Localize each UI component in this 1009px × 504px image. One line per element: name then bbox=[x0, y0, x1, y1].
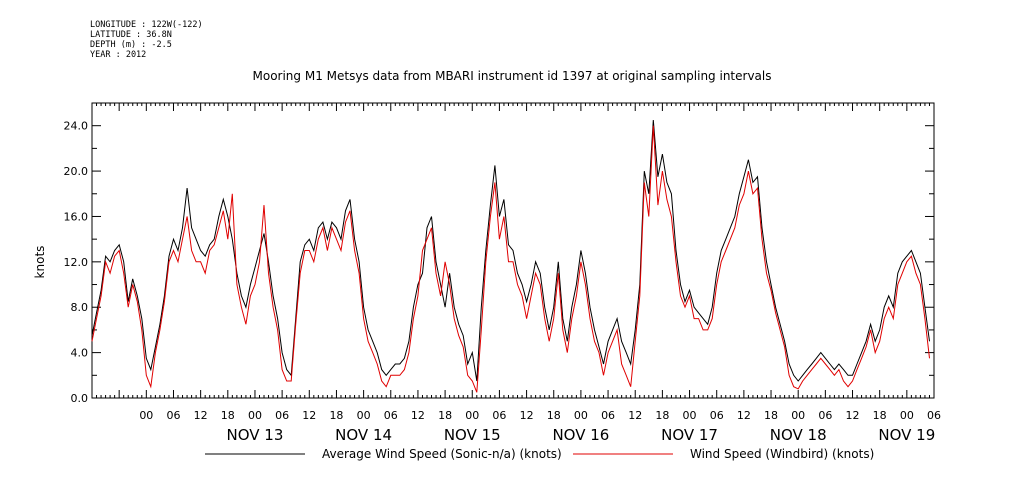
day-label: NOV 15 bbox=[444, 426, 501, 444]
y-tick-label: 0.0 bbox=[71, 392, 89, 405]
day-label: NOV 19 bbox=[878, 426, 935, 444]
x-tick-label: 12 bbox=[737, 409, 751, 422]
x-tick-label: 06 bbox=[601, 409, 615, 422]
x-tick-label: 06 bbox=[492, 409, 506, 422]
x-tick-label: 18 bbox=[547, 409, 561, 422]
y-tick-label: 24.0 bbox=[64, 120, 89, 133]
x-tick-label: 06 bbox=[927, 409, 941, 422]
legend-label-average-wind-speed: Average Wind Speed (Sonic-n/a) (knots) bbox=[322, 447, 562, 461]
x-tick-label: 18 bbox=[438, 409, 452, 422]
x-tick-label: 06 bbox=[166, 409, 180, 422]
x-tick-label: 00 bbox=[465, 409, 479, 422]
x-tick-label: 00 bbox=[139, 409, 153, 422]
day-label: NOV 18 bbox=[770, 426, 827, 444]
x-tick-label: 18 bbox=[764, 409, 778, 422]
depth-text: DEPTH (m) : -2.5 bbox=[90, 40, 172, 50]
series-layer bbox=[91, 119, 930, 393]
x-tick-label: 12 bbox=[846, 409, 860, 422]
year-text: YEAR : 2012 bbox=[90, 50, 147, 60]
x-tick-label: 06 bbox=[275, 409, 289, 422]
x-tick-label: 12 bbox=[520, 409, 534, 422]
y-tick-label: 4.0 bbox=[71, 347, 89, 360]
x-tick-label: 00 bbox=[900, 409, 914, 422]
x-tick-label: 00 bbox=[791, 409, 805, 422]
y-tick-label: 12.0 bbox=[64, 256, 89, 269]
latitude-text: LATITUDE : 36.8N bbox=[90, 30, 172, 40]
x-tick-label: 06 bbox=[710, 409, 724, 422]
series-line-average-wind-speed bbox=[91, 119, 930, 382]
metadata-block: LONGITUDE : 122W(-122) LATITUDE : 36.8N … bbox=[90, 20, 203, 60]
x-tick-label: 18 bbox=[873, 409, 887, 422]
day-label: NOV 13 bbox=[227, 426, 284, 444]
y-tick-label: 20.0 bbox=[64, 165, 89, 178]
day-label: NOV 17 bbox=[661, 426, 718, 444]
x-tick-label: 12 bbox=[194, 409, 208, 422]
x-tick-label: 12 bbox=[302, 409, 316, 422]
chart-title: Mooring M1 Metsys data from MBARI instru… bbox=[253, 69, 772, 83]
legend-label-windbird-wind-speed: Wind Speed (Windbird) (knots) bbox=[690, 447, 874, 461]
y-tick-label: 16.0 bbox=[64, 210, 89, 223]
x-tick-label: 18 bbox=[221, 409, 235, 422]
x-tick-label: 00 bbox=[574, 409, 588, 422]
x-tick-label: 12 bbox=[411, 409, 425, 422]
x-tick-label: 18 bbox=[655, 409, 669, 422]
x-tick-label: 00 bbox=[357, 409, 371, 422]
longitude-text: LONGITUDE : 122W(-122) bbox=[90, 20, 203, 30]
x-tick-label: 06 bbox=[384, 409, 398, 422]
x-tick-label: 00 bbox=[248, 409, 262, 422]
axes-layer: 0.0 4.0 8.0 12.0 16.0 20.0 24.0 00 06 12 18 00 06 12 1… bbox=[64, 102, 941, 444]
day-label: NOV 14 bbox=[335, 426, 392, 444]
legend: Average Wind Speed (Sonic-n/a) (knots) W… bbox=[205, 447, 874, 461]
y-tick-label: 8.0 bbox=[71, 301, 89, 314]
series-line-windbird-wind-speed bbox=[91, 125, 930, 393]
y-axis-label: knots bbox=[33, 246, 47, 279]
x-tick-label: 06 bbox=[818, 409, 832, 422]
x-tick-label: 18 bbox=[329, 409, 343, 422]
day-label: NOV 16 bbox=[552, 426, 609, 444]
x-tick-label: 12 bbox=[628, 409, 642, 422]
x-tick-label: 00 bbox=[683, 409, 697, 422]
